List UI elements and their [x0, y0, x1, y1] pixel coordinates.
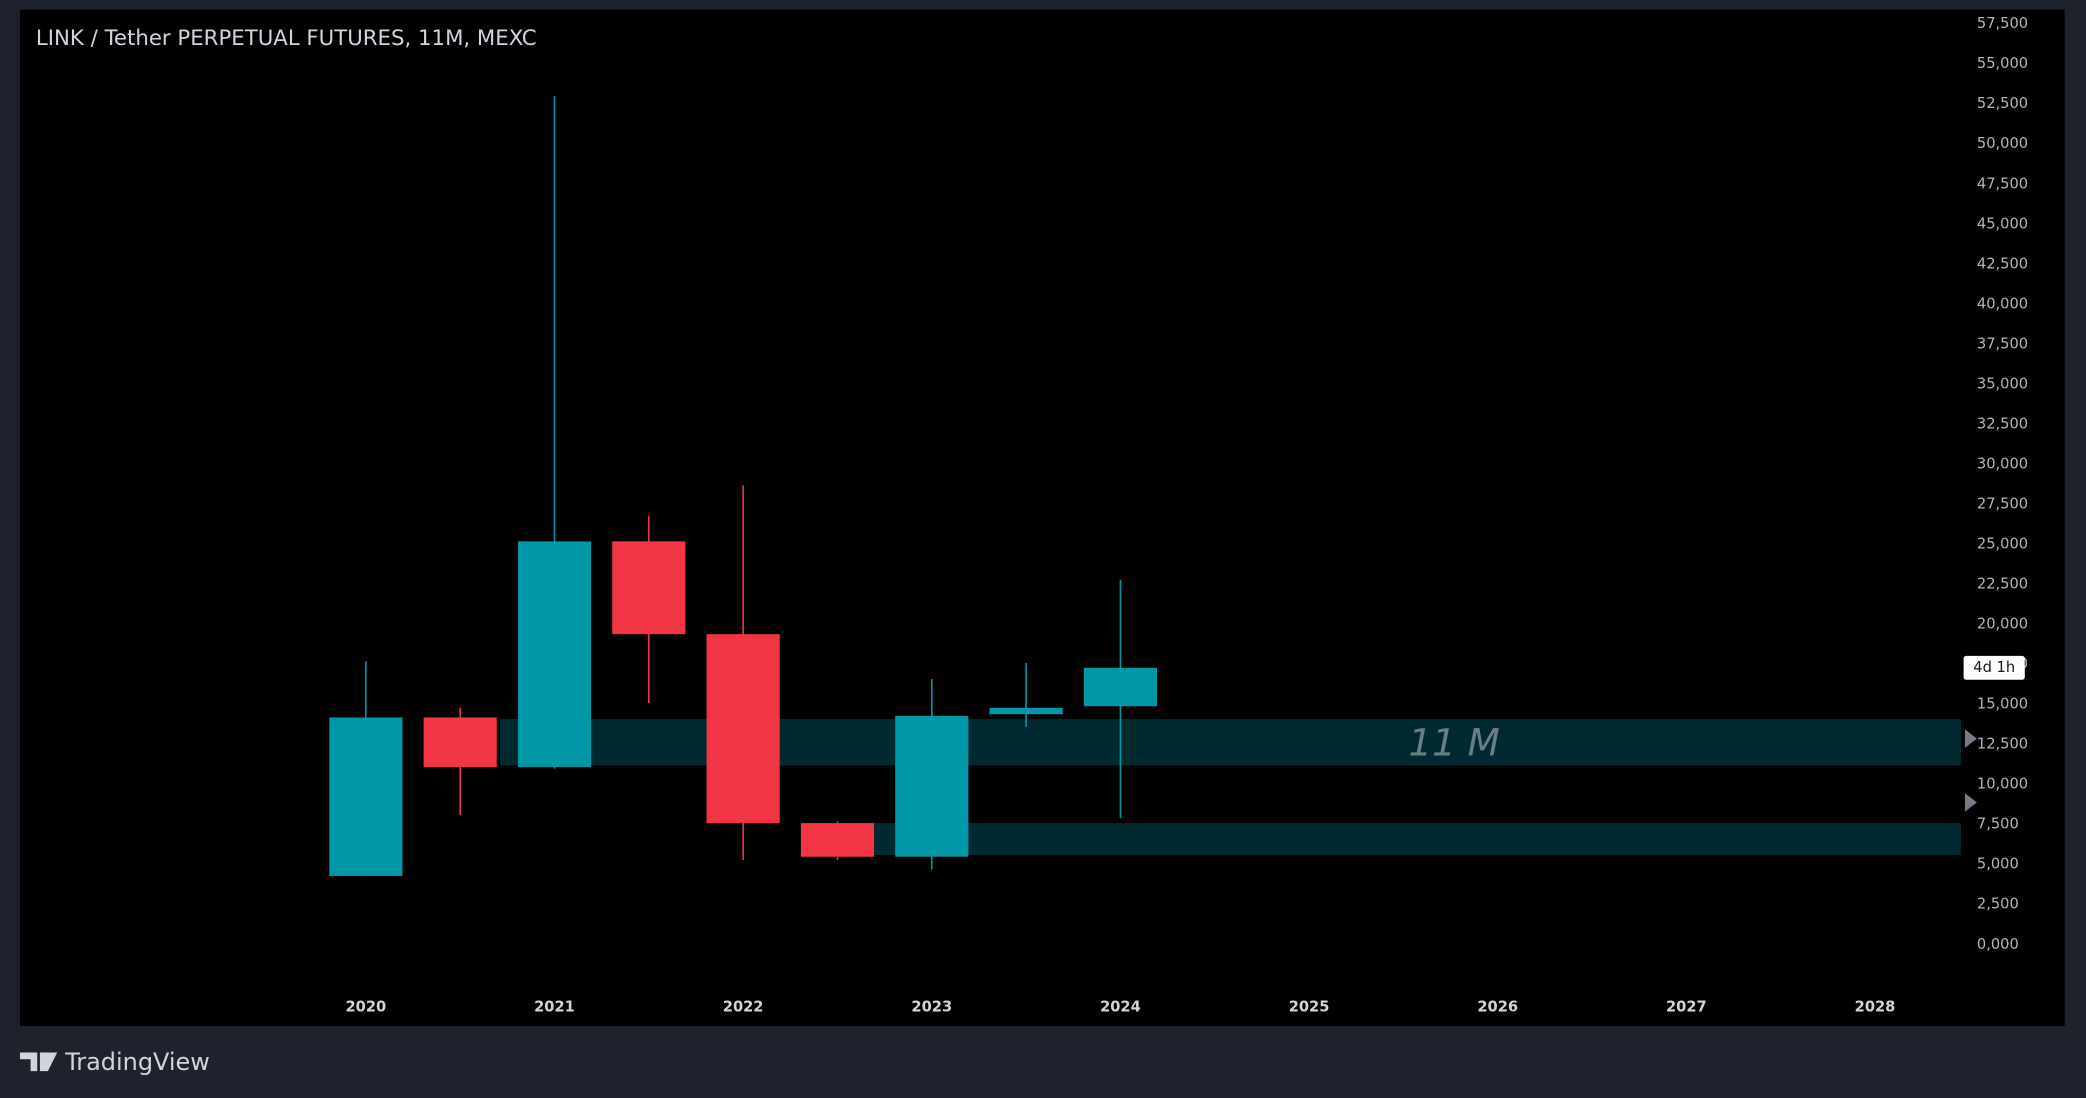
candle-body: [989, 707, 1063, 715]
x-tick-label: 2028: [1855, 998, 1896, 1015]
candle-body: [706, 634, 780, 824]
x-tick-label: 2020: [345, 998, 386, 1015]
y-tick-label: 40,000: [1977, 295, 2028, 312]
scale-arrow: [1964, 729, 1977, 748]
candle-body: [329, 717, 403, 876]
brand-name: TradingView: [64, 1048, 210, 1076]
x-tick-label: 2024: [1100, 998, 1141, 1015]
y-tick-label: 32,500: [1977, 415, 2028, 432]
x-tick-label: 2025: [1289, 998, 1330, 1015]
candle-body: [800, 823, 875, 857]
y-tick-label: 20,000: [1977, 616, 2028, 633]
y-tick-label: 5,000: [1977, 856, 2019, 873]
y-tick-label: 25,000: [1977, 536, 2028, 553]
x-tick-label: 2021: [534, 998, 575, 1015]
candle-body: [1083, 667, 1158, 707]
chart-title: LINK / Tether PERPETUAL FUTURES, 11M, ME…: [36, 26, 537, 51]
scale-arrow: [1964, 793, 1977, 812]
x-tick-label: 2022: [723, 998, 764, 1015]
zone-label: 11 M: [1408, 720, 1499, 764]
candle-body: [612, 541, 686, 635]
y-tick-label: 10,000: [1977, 776, 2028, 793]
countdown-label: 4d 1h: [1973, 659, 2015, 676]
tradingview-logo: TradingView: [19, 1048, 210, 1076]
y-tick-label: 42,500: [1977, 255, 2028, 272]
countdown-badge: [1963, 655, 2025, 680]
y-tick-label: 0,000: [1977, 936, 2019, 953]
y-tick-label: 57,500: [1977, 15, 2028, 32]
y-tick-label: 15,000: [1977, 696, 2028, 713]
y-tick-label: 52,500: [1977, 95, 2028, 112]
candle-body: [517, 541, 592, 768]
x-tick-label: 2023: [911, 998, 952, 1015]
chart-pane: [19, 9, 2065, 1026]
y-tick-label: 30,000: [1977, 455, 2028, 472]
y-tick-label: 2,500: [1977, 896, 2019, 913]
x-tick-label: 2026: [1477, 998, 1518, 1015]
x-tick-label: 2027: [1666, 998, 1707, 1015]
y-tick-label: 37,500: [1977, 335, 2028, 352]
zone: [874, 823, 1961, 856]
y-tick-label: 45,000: [1977, 215, 2028, 232]
candle-body: [423, 717, 497, 768]
logo-mark: [19, 1052, 58, 1072]
y-tick-label: 12,500: [1977, 736, 2028, 753]
y-tick-label: 47,500: [1977, 175, 2028, 192]
y-tick-label: 55,000: [1977, 55, 2028, 72]
y-tick-label: 7,500: [1977, 816, 2019, 833]
y-tick-label: 35,000: [1977, 375, 2028, 392]
y-tick-label: 22,500: [1977, 576, 2028, 593]
y-tick-label: 50,000: [1977, 135, 2028, 152]
candle-body: [895, 715, 969, 857]
y-tick-label: 27,500: [1977, 495, 2028, 512]
plot: 11 M 0,000 2,500 5,000 7,500 10,000 12,500 15,0…: [329, 15, 2028, 1015]
